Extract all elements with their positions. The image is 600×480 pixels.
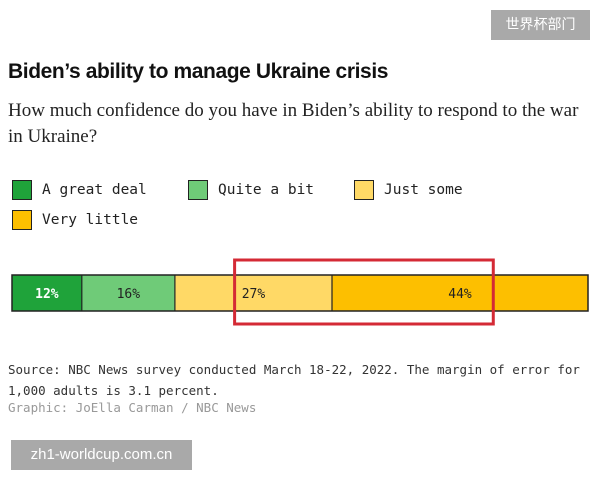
data-label-quite-a-bit: 16% — [117, 287, 141, 302]
bar-segment-quite-a-bit — [81, 275, 175, 311]
source-note: Source: NBC News survey conducted March … — [8, 362, 580, 398]
legend-label-very-little: Very little — [42, 212, 139, 228]
chart-subtitle: How much confidence do you have in Biden… — [8, 100, 579, 147]
bar-outline — [11, 274, 589, 312]
legend-swatch-very-little — [12, 210, 32, 230]
watermark-top: 世界杯部门 — [491, 10, 590, 40]
legend-item-quite-a-bit: Quite a bit — [188, 179, 314, 201]
legend-swatch-just-some — [354, 180, 374, 200]
data-label-very-little: 44% — [448, 287, 472, 302]
data-label-just-some: 27% — [242, 287, 266, 302]
legend-label-just-some: Just some — [384, 182, 463, 198]
watermark-bottom: zh1-worldcup.com.cn — [11, 440, 192, 470]
graphic-credit: Graphic: JoElla Carman / NBC News — [8, 400, 257, 415]
legend-item-just-some: Just some — [354, 179, 463, 201]
bar-segment-a-great-deal — [12, 275, 82, 311]
legend-item-very-little: Very little — [12, 209, 138, 231]
legend-swatch-great-deal — [12, 180, 32, 200]
legend-swatch-quite-a-bit — [188, 180, 208, 200]
data-label-a-great-deal: 12% — [35, 287, 59, 302]
highlight-box — [233, 258, 495, 326]
chart-title: Biden’s ability to manage Ukraine crisis — [8, 60, 389, 83]
bar-segment-very-little — [332, 275, 588, 311]
legend-label-quite-a-bit: Quite a bit — [218, 182, 315, 198]
legend-label-great-deal: A great deal — [42, 182, 147, 198]
bar-segment-just-some — [174, 275, 332, 311]
stacked-bar-chart: 12% 16% 27% 44% — [11, 258, 589, 326]
legend-item-great-deal: A great deal — [12, 179, 147, 201]
